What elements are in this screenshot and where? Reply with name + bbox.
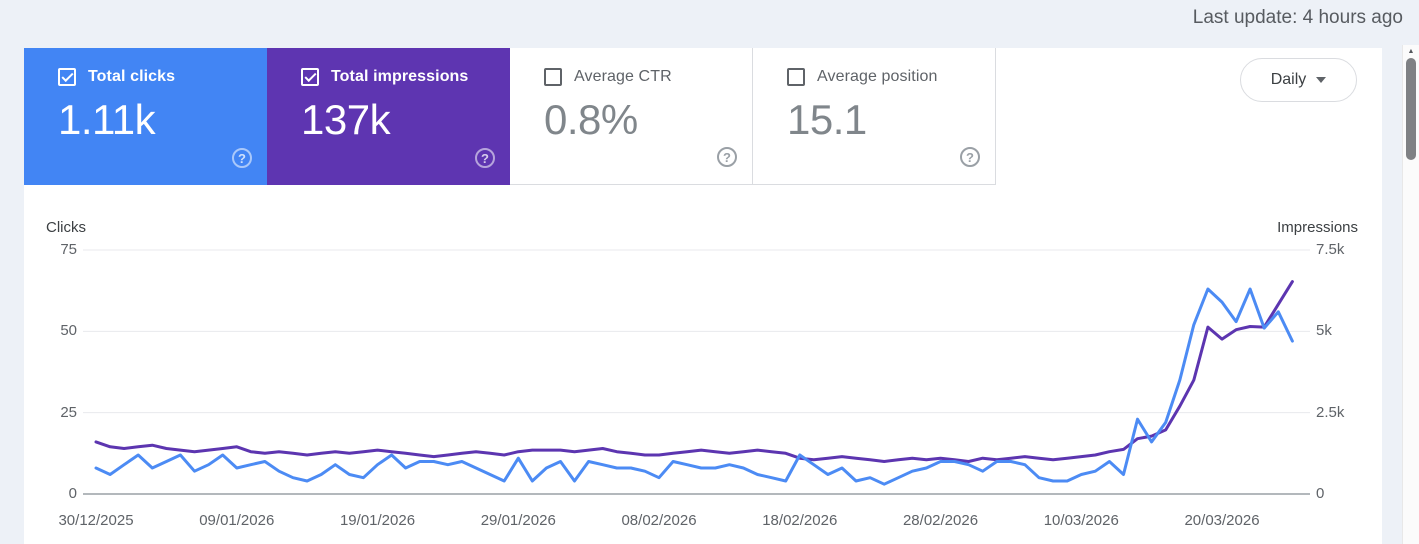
scrollbar-track[interactable]: ▲	[1402, 45, 1419, 544]
metric-card-average-ctr[interactable]: Average CTR 0.8% ?	[510, 48, 753, 185]
metric-value: 137k	[301, 96, 391, 143]
axis-title-clicks: Clicks	[46, 219, 86, 236]
x-tick-label: 30/12/2025	[58, 512, 134, 529]
metric-label: Total impressions	[331, 68, 469, 85]
tick-label: 7.5k	[1316, 241, 1345, 258]
metric-label: Average position	[817, 68, 938, 85]
help-icon[interactable]: ?	[960, 147, 980, 167]
tick-label: 0	[68, 485, 77, 502]
x-tick-label: 09/01/2026	[199, 512, 275, 529]
checkbox-icon[interactable]	[301, 68, 319, 86]
scroll-up-icon[interactable]: ▲	[1407, 48, 1415, 55]
impressions-line	[94, 280, 1294, 463]
card-label-row: Total impressions	[301, 68, 496, 86]
help-icon[interactable]: ?	[232, 148, 252, 168]
x-tick-label: 28/02/2026	[902, 512, 979, 529]
metric-value: 1.11k	[58, 96, 156, 143]
metric-cards-row: Total clicks 1.11k ? Total impressions 1…	[24, 48, 996, 185]
tick-label: 50	[60, 322, 77, 340]
dropdown-selected-value: Daily	[1270, 71, 1307, 88]
tick-label: 5k	[1316, 322, 1332, 340]
axis-title-impressions: Impressions	[1277, 219, 1358, 236]
caret-down-icon	[1316, 77, 1327, 83]
performance-chart-plot[interactable]	[83, 246, 1319, 498]
granularity-dropdown[interactable]: Daily	[1240, 58, 1357, 102]
x-tick-label: 18/02/2026	[762, 512, 838, 529]
x-tick-label: 19/01/2026	[339, 512, 416, 529]
metric-value: 15.1	[787, 96, 867, 143]
checkbox-icon[interactable]	[544, 68, 562, 86]
card-label-row: Average CTR	[544, 68, 738, 86]
metric-label: Average CTR	[574, 68, 672, 85]
checkbox-icon[interactable]	[58, 68, 76, 86]
help-icon[interactable]: ?	[717, 147, 737, 167]
help-icon[interactable]: ?	[475, 148, 495, 168]
x-tick-label: 20/03/2026	[1184, 512, 1260, 529]
tick-label: 25	[60, 403, 77, 421]
metric-card-average-position[interactable]: Average position 15.1 ?	[753, 48, 996, 185]
x-tick-label: 29/01/2026	[480, 512, 556, 529]
last-update-text: Last update: 4 hours ago	[1192, 7, 1403, 28]
tick-label: 0	[1316, 485, 1325, 502]
metric-label: Total clicks	[88, 68, 176, 85]
clicks-line	[94, 287, 1294, 486]
scrollbar-thumb[interactable]	[1406, 58, 1416, 160]
card-label-row: Average position	[787, 68, 981, 86]
tick-label: 75	[60, 241, 77, 258]
tick-label: 2.5k	[1316, 403, 1345, 421]
checkbox-icon[interactable]	[787, 68, 805, 86]
metric-card-total-impressions[interactable]: Total impressions 137k ?	[267, 48, 510, 185]
x-tick-label: 08/02/2026	[621, 512, 697, 529]
metric-card-total-clicks[interactable]: Total clicks 1.11k ?	[24, 48, 267, 185]
card-label-row: Total clicks	[58, 68, 253, 86]
x-tick-label: 10/03/2026	[1043, 512, 1119, 529]
metric-value: 0.8%	[544, 96, 638, 143]
performance-panel: Total clicks 1.11k ? Total impressions 1…	[24, 48, 1382, 544]
